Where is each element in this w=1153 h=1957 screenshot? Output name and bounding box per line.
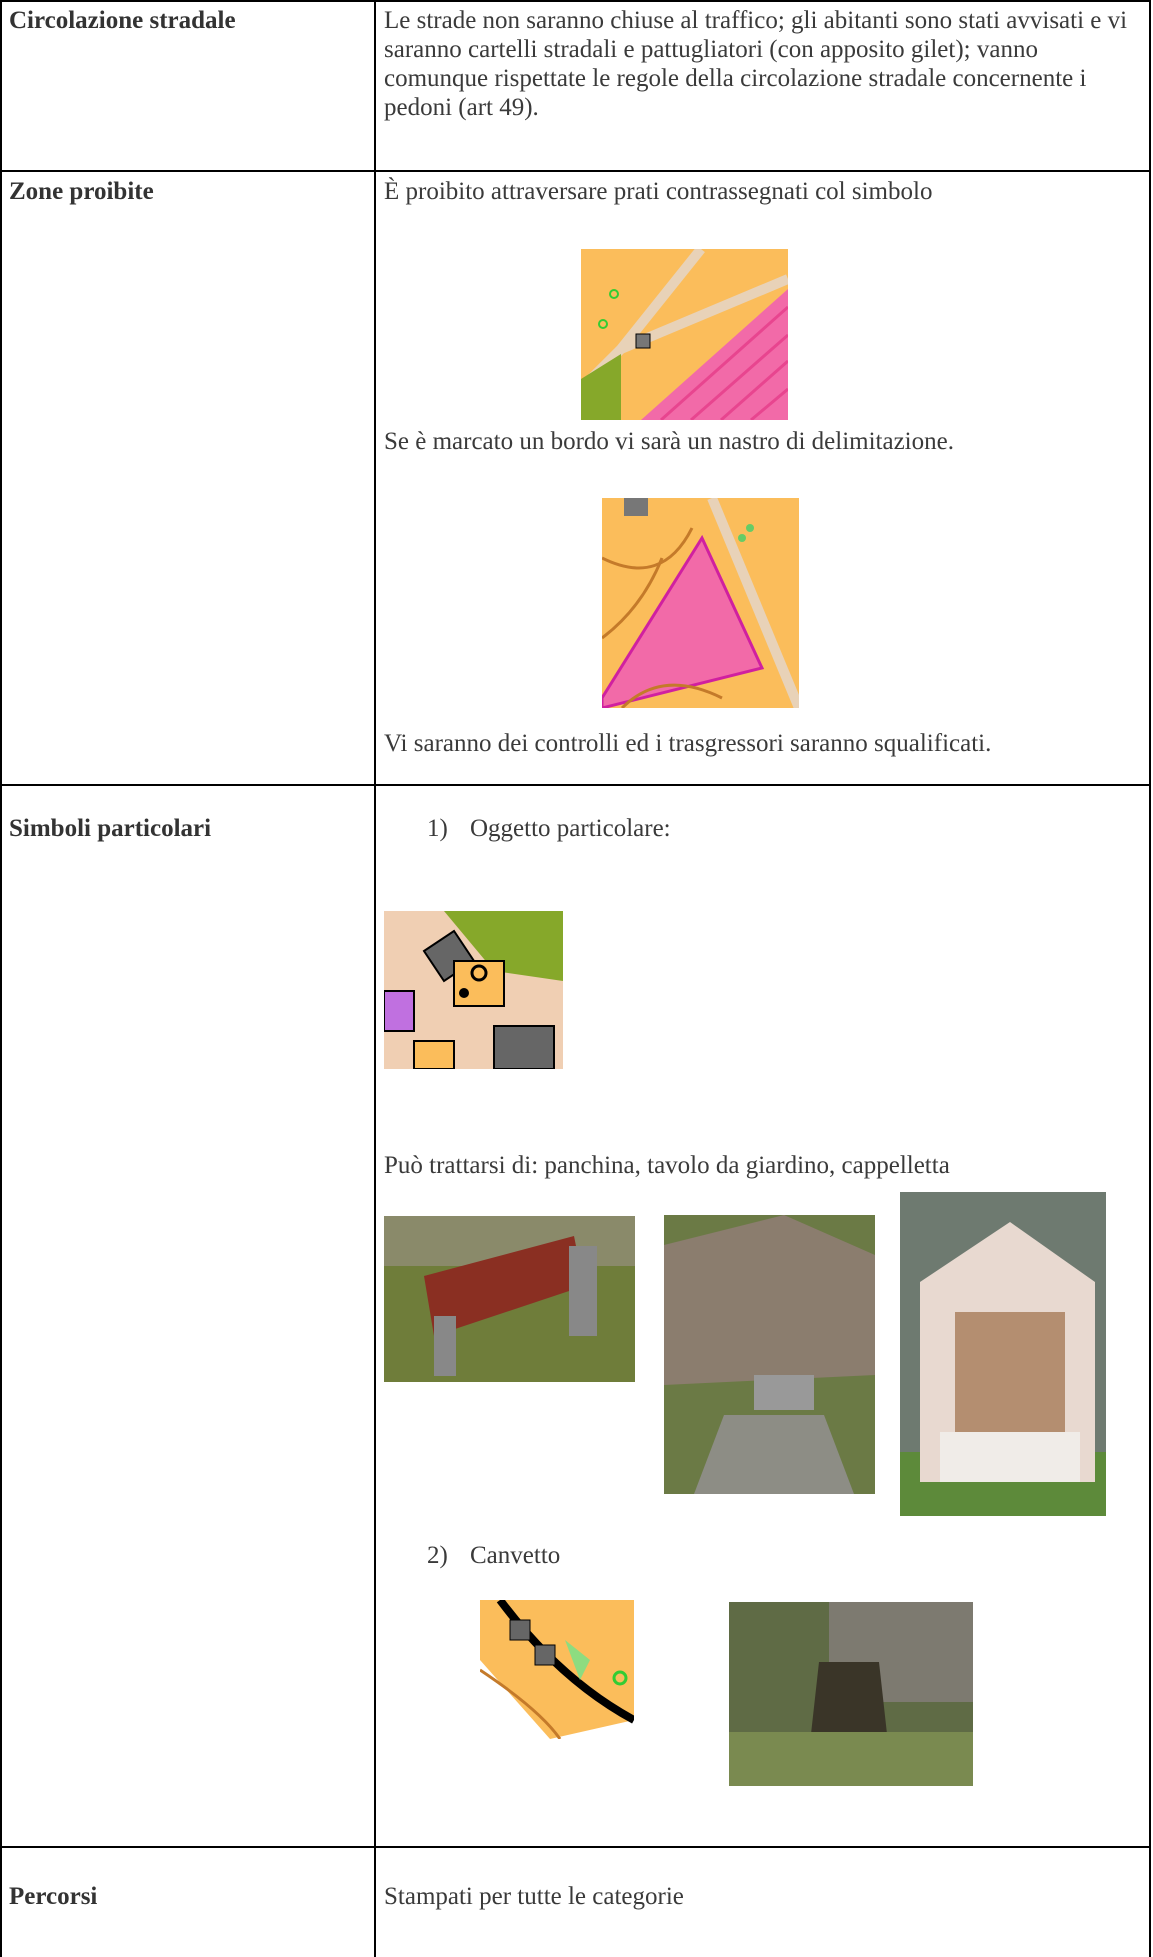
photo [664,1215,875,1494]
map-image [602,498,799,708]
border [0,1846,1151,1848]
list-marker: 1) [427,815,448,842]
row-label: Percorsi [9,1883,98,1910]
map-image [581,249,788,420]
border [374,0,376,1957]
paragraph: Vi saranno dei controlli ed i trasgresso… [384,730,992,757]
photo [384,1216,635,1382]
map-image [384,911,563,1069]
paragraph: Le strade non saranno chiuse al traffico… [384,7,1128,121]
row-label: Zone proibite [9,178,154,205]
photo [729,1602,973,1786]
paragraph: Se è marcato un bordo vi sarà un nastro … [384,428,954,455]
map-image [480,1600,634,1739]
border [0,170,1151,172]
list-item: Oggetto particolare: [470,815,671,842]
list-item: Canvetto [470,1542,561,1569]
photo [900,1192,1106,1516]
border [1149,0,1151,1957]
border [0,0,2,1957]
border [0,0,1151,2]
paragraph: È proibito attraversare prati contrasseg… [384,178,933,205]
list-marker: 2) [427,1542,448,1569]
row-label: Simboli particolari [9,815,212,842]
row-label: Circolazione stradale [9,7,236,34]
border [0,784,1151,786]
paragraph: Stampati per tutte le categorie [384,1883,684,1910]
paragraph: Può trattarsi di: panchina, tavolo da gi… [384,1152,950,1179]
